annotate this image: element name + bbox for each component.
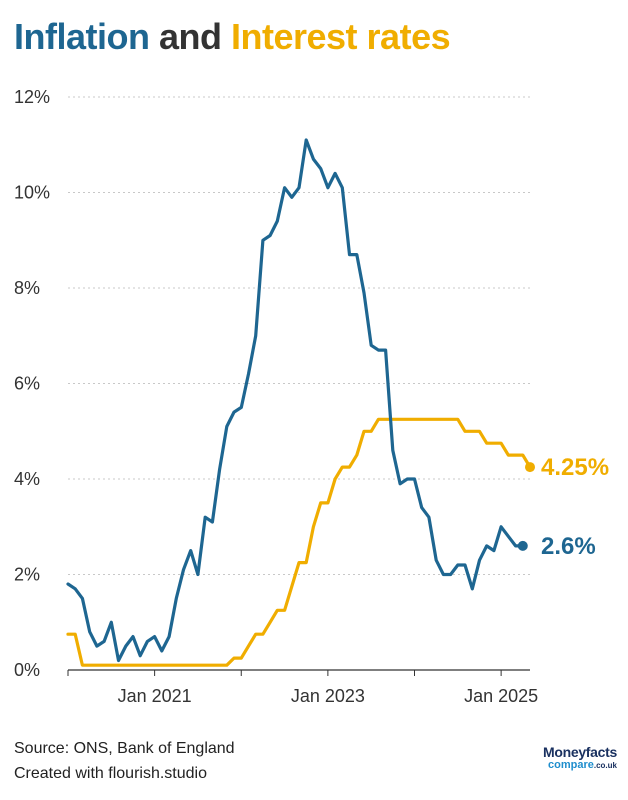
- title-inflation: Inflation: [14, 16, 150, 57]
- title-and: and: [149, 16, 231, 57]
- x-axis: Jan 2021 Jan 2023 Jan 2025: [67, 670, 538, 706]
- y-tick-label: 0%: [14, 660, 40, 680]
- inflation-line: [66, 138, 525, 663]
- inflation-end-label: 2.6%: [541, 533, 596, 560]
- x-tick-label: Jan 2023: [291, 686, 365, 706]
- title-interest-rates: Interest rates: [231, 16, 451, 57]
- inflation-end-point: [517, 540, 528, 551]
- line-chart: 0%2%4%6%8%10%12% Jan 2021 Jan 2023 Jan 202…: [14, 87, 609, 706]
- y-tick-label: 4%: [14, 469, 40, 489]
- x-tick-label: Jan 2025: [464, 686, 538, 706]
- y-tick-label: 6%: [14, 374, 40, 394]
- series-lines: [66, 138, 532, 667]
- logo-wordmark-top: Moneyfacts: [542, 744, 617, 760]
- y-tick-label: 10%: [14, 183, 50, 203]
- interest-rate-line: [66, 417, 532, 667]
- y-tick-label: 2%: [14, 565, 40, 585]
- logo-wordmark-bottom: compare.co.uk: [527, 760, 617, 771]
- moneyfacts-logo[interactable]: Moneyfacts compare.co.uk: [527, 745, 617, 771]
- logo-suffix: .co.uk: [593, 761, 617, 770]
- chart-title: Inflation and Interest rates: [14, 16, 451, 58]
- x-tick-label: Jan 2021: [118, 686, 192, 706]
- gridlines: [68, 96, 530, 671]
- source-text: Source: ONS, Bank of England: [14, 740, 235, 757]
- interest-rate-end-point: [525, 462, 535, 473]
- end-labels: 4.25% 2.6%: [517, 454, 609, 560]
- logo-compare: compare: [548, 759, 594, 771]
- credit-link[interactable]: Created with flourish.studio: [14, 765, 207, 782]
- interest-rate-end-label: 4.25%: [541, 454, 609, 481]
- y-tick-label: 8%: [14, 278, 40, 298]
- y-tick-label: 12%: [14, 87, 50, 107]
- footer: Source: ONS, Bank of England Created wit…: [14, 736, 235, 786]
- y-axis: 0% 2% 4% 6% 8% 10% 12%: [14, 87, 50, 680]
